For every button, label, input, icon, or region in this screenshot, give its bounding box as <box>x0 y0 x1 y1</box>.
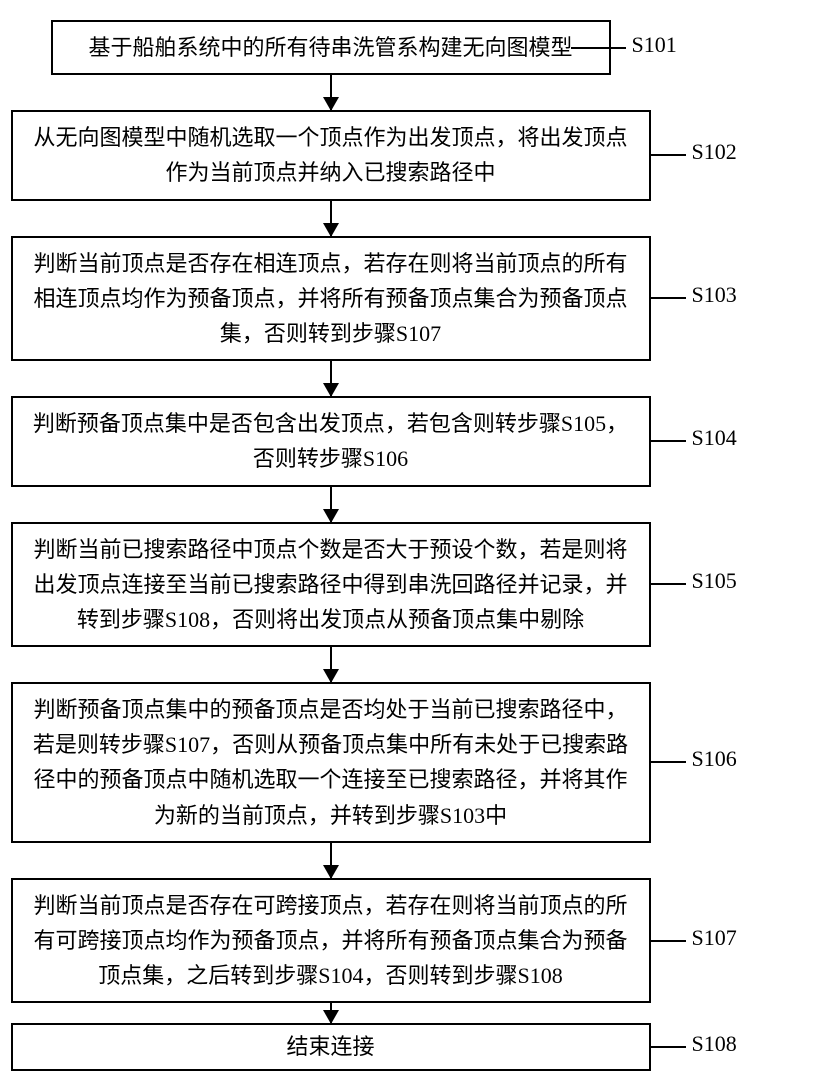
arrow-down <box>11 201 651 236</box>
step-text: 判断预备顶点集中是否包含出发顶点，若包含则转步骤S105，否则转步骤S106 <box>33 411 628 471</box>
step-row: 判断当前顶点是否存在相连顶点，若存在则将当前顶点的所有相连顶点均作为预备顶点，并… <box>11 236 811 362</box>
step-label: S103 <box>686 284 737 306</box>
step-box-s106: 判断预备顶点集中的预备顶点是否均处于当前已搜索路径中，若是则转步骤S107，否则… <box>11 682 651 843</box>
step-text: 判断预备顶点集中的预备顶点是否均处于当前已搜索路径中，若是则转步骤S107，否则… <box>33 697 628 828</box>
step-box-s101: 基于船舶系统中的所有待串洗管系构建无向图模型 <box>51 20 611 75</box>
connector-line <box>651 297 686 299</box>
step-text: 判断当前已搜索路径中顶点个数是否大于预设个数，若是则将出发顶点连接至当前已搜索路… <box>33 537 627 632</box>
step-row: 从无向图模型中随机选取一个顶点作为出发顶点，将出发顶点作为当前顶点并纳入已搜索路… <box>11 110 811 200</box>
connector-line <box>651 440 686 442</box>
step-text: 从无向图模型中随机选取一个顶点作为出发顶点，将出发顶点作为当前顶点并纳入已搜索路… <box>33 125 627 185</box>
step-text: 结束连接 <box>286 1034 374 1059</box>
arrow-down <box>11 487 651 522</box>
step-label: S107 <box>686 927 737 949</box>
arrow-down <box>11 361 651 396</box>
step-box-s108: 结束连接 <box>11 1023 651 1070</box>
step-label: S101 <box>626 34 677 56</box>
step-box-s102: 从无向图模型中随机选取一个顶点作为出发顶点，将出发顶点作为当前顶点并纳入已搜索路… <box>11 110 651 200</box>
step-text: 判断当前顶点是否存在相连顶点，若存在则将当前顶点的所有相连顶点均作为预备顶点，并… <box>33 251 627 346</box>
step-row: 判断当前顶点是否存在可跨接顶点，若存在则将当前顶点的所有可跨接顶点均作为预备顶点… <box>11 878 811 1004</box>
step-label: S104 <box>686 427 737 449</box>
flowchart-container: 基于船舶系统中的所有待串洗管系构建无向图模型 S101 从无向图模型中随机选取一… <box>11 20 811 1071</box>
connector-line <box>651 154 686 156</box>
step-text: 基于船舶系统中的所有待串洗管系构建无向图模型 <box>88 35 572 60</box>
step-row: 判断预备顶点集中的预备顶点是否均处于当前已搜索路径中，若是则转步骤S107，否则… <box>11 682 811 843</box>
connector-line <box>651 761 686 763</box>
step-text: 判断当前顶点是否存在可跨接顶点，若存在则将当前顶点的所有可跨接顶点均作为预备顶点… <box>33 893 627 988</box>
step-row: 结束连接 S108 <box>11 1023 811 1070</box>
step-label: S102 <box>686 141 737 163</box>
connector-line <box>651 940 686 942</box>
connector-line <box>651 1046 686 1048</box>
arrow-down <box>11 75 651 110</box>
step-box-s103: 判断当前顶点是否存在相连顶点，若存在则将当前顶点的所有相连顶点均作为预备顶点，并… <box>11 236 651 362</box>
step-box-s105: 判断当前已搜索路径中顶点个数是否大于预设个数，若是则将出发顶点连接至当前已搜索路… <box>11 522 651 648</box>
step-label: S105 <box>686 570 737 592</box>
step-row: 判断预备顶点集中是否包含出发顶点，若包含则转步骤S105，否则转步骤S106 S… <box>11 396 811 486</box>
connector-line <box>651 583 686 585</box>
connector-line <box>571 47 626 49</box>
step-box-s107: 判断当前顶点是否存在可跨接顶点，若存在则将当前顶点的所有可跨接顶点均作为预备顶点… <box>11 878 651 1004</box>
arrow-down <box>11 1003 651 1023</box>
arrow-down <box>11 647 651 682</box>
arrow-down <box>11 843 651 878</box>
step-label: S108 <box>686 1033 737 1055</box>
step-row: 基于船舶系统中的所有待串洗管系构建无向图模型 S101 <box>11 20 811 75</box>
step-row: 判断当前已搜索路径中顶点个数是否大于预设个数，若是则将出发顶点连接至当前已搜索路… <box>11 522 811 648</box>
step-label: S106 <box>686 748 737 770</box>
step-box-s104: 判断预备顶点集中是否包含出发顶点，若包含则转步骤S105，否则转步骤S106 <box>11 396 651 486</box>
